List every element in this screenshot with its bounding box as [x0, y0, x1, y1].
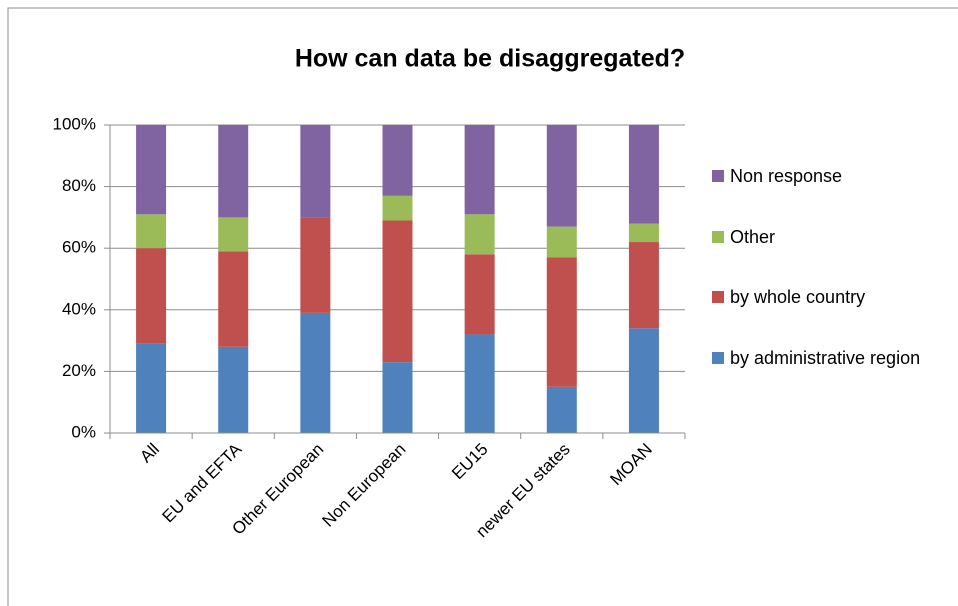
bar-segment — [300, 312, 331, 433]
legend-entry: by whole country — [712, 284, 952, 310]
bar-segment — [464, 214, 495, 255]
bar-segment — [628, 242, 659, 329]
bar-segment — [300, 125, 331, 218]
bar-segment — [136, 125, 167, 215]
legend-swatch — [712, 352, 724, 364]
y-tick-label: 100% — [53, 114, 96, 133]
legend-entry: Other — [712, 224, 952, 250]
legend-entry: by administrative region — [712, 345, 952, 371]
legend-swatch — [712, 291, 724, 303]
bar-segment — [546, 226, 577, 258]
bar-segment — [628, 125, 659, 224]
legend-label: Non response — [730, 166, 843, 186]
bar-segment — [546, 257, 577, 387]
y-tick-label: 0% — [71, 422, 96, 441]
bar-segment — [546, 125, 577, 227]
legend-entry: Non response — [712, 163, 952, 189]
y-tick-label: 60% — [62, 238, 96, 257]
legend-label: Other — [730, 227, 776, 247]
bar-segment — [464, 254, 495, 335]
bar-segment — [136, 343, 167, 433]
bar-segment — [218, 251, 249, 347]
bar-segment — [218, 217, 249, 252]
bar-segment — [464, 334, 495, 433]
legend-label: by administrative region — [730, 348, 921, 368]
bar-segment — [382, 125, 413, 196]
bar-segment — [628, 328, 659, 433]
bar-segment — [218, 125, 249, 218]
legend-swatch — [712, 170, 724, 182]
y-tick-label: 80% — [62, 176, 96, 195]
bar-segment — [136, 214, 167, 249]
bar-segment — [382, 195, 413, 221]
chart-title: How can data be disaggregated? — [295, 45, 685, 73]
legend-swatch — [712, 231, 724, 243]
bar-segment — [382, 220, 413, 363]
y-tick-label: 20% — [62, 361, 96, 380]
y-tick-label: 40% — [62, 299, 96, 318]
legend-label: by whole country — [730, 287, 866, 307]
bar-segment — [300, 217, 331, 313]
bar-segment — [546, 386, 577, 433]
bar-segment — [136, 248, 167, 344]
bar-segment — [218, 346, 249, 433]
bar-segment — [382, 362, 413, 433]
bar-segment — [628, 223, 659, 243]
bar-segment — [464, 125, 495, 215]
